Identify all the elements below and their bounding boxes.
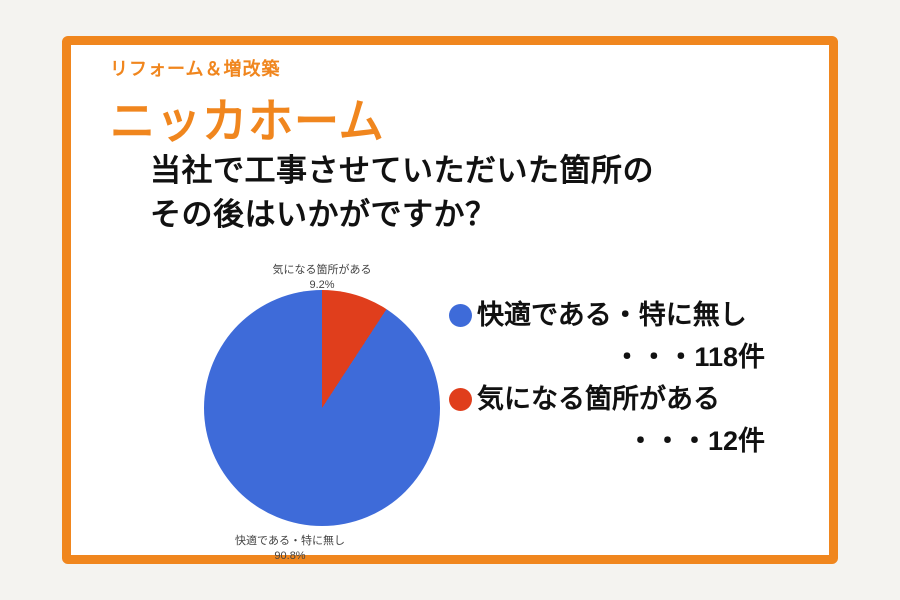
pie-callout-minor-label: 気になる箇所がある (272, 264, 372, 276)
pie-callout-major: 快適である・特に無し 90.8% (235, 534, 345, 564)
question-title: 当社で工事させていただいた箇所の その後はいかがですか？ (150, 149, 654, 237)
question-title-line1: 当社で工事させていただいた箇所の (150, 153, 654, 188)
legend-item-concern: 気になる箇所がある (449, 379, 765, 421)
legend-label-comfortable: 快適である・特に無し (477, 300, 747, 330)
legend-label-concern: 気になる箇所がある (477, 383, 720, 414)
pie-callout-major-label: 快適である・特に無し (235, 535, 345, 547)
survey-card: リフォーム＆増改築 ニッカホーム 当社で工事させていただいた箇所の その後はいか… (62, 36, 838, 564)
pie-callout-minor-percent: 9.2% (309, 278, 335, 291)
logo: リフォーム＆増改築 ニッカホーム (110, 55, 385, 148)
legend-item-comfortable: 快適である・特に無し (449, 295, 765, 337)
legend-value-comfortable: ・・・118件 (613, 341, 765, 372)
question-title-line2: その後はいかがですか？ (150, 197, 497, 233)
legend-dot-red-icon (449, 388, 472, 412)
pie-callout-minor: 気になる箇所がある 9.2% (273, 263, 372, 293)
legend: 快適である・特に無し ・・・118件 気になる箇所がある ・・・12件 (449, 295, 765, 462)
pie-chart (204, 290, 440, 526)
logo-name: ニッカホーム (110, 94, 385, 149)
legend-value-concern: ・・・12件 (626, 425, 765, 456)
legend-dot-blue-icon (449, 304, 472, 328)
logo-tagline: リフォーム＆増改築 (110, 59, 281, 79)
pie-callout-major-percent: 90.8% (274, 549, 306, 562)
